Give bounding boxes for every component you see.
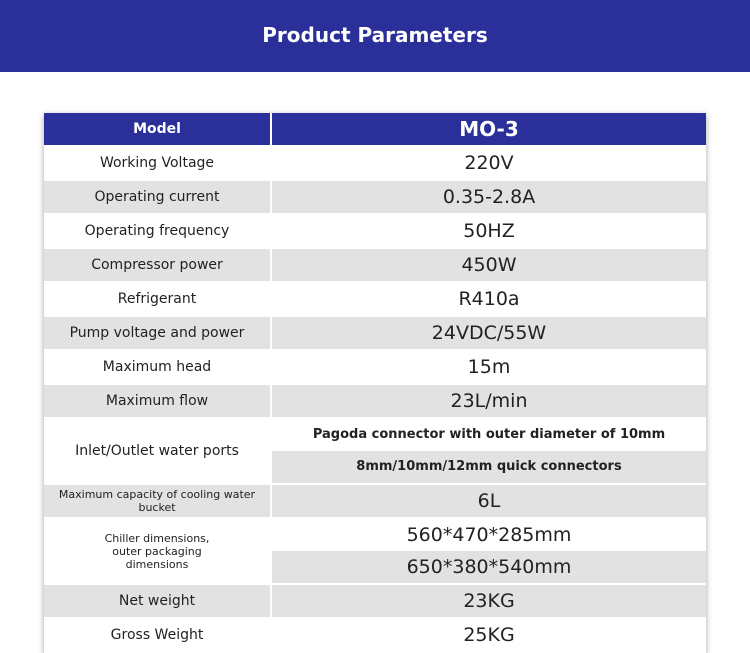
table-row: Maximum flow 23L/min	[44, 385, 706, 419]
row-values: 25KG	[272, 619, 706, 651]
table-row: Maximum head 15m	[44, 351, 706, 385]
label-line: Net weight	[118, 593, 196, 609]
banner	[0, 0, 750, 72]
table-row: Operating current 0.35-2.8A	[44, 181, 706, 215]
header-value-cell: MO-3	[272, 113, 706, 145]
row-label: Maximum capacity of cooling water bucket	[44, 485, 272, 517]
label-line: Operating current	[94, 189, 220, 205]
row-value: 23KG	[272, 585, 706, 617]
row-values: 6L	[272, 485, 706, 517]
table-row: Inlet/Outlet water ports Pagoda connector…	[44, 419, 706, 485]
row-values: 560*470*285mm 650*380*540mm	[272, 519, 706, 583]
header-label: Model	[44, 113, 272, 145]
label-line: dimensions	[125, 557, 189, 571]
row-values: 0.35-2.8A	[272, 181, 706, 213]
row-label: Operating frequency	[44, 215, 272, 247]
row-label: Net weight	[44, 585, 272, 617]
row-value: 220V	[272, 147, 706, 179]
row-value: 25KG	[272, 619, 706, 651]
table-row: Chiller dimensions, outer packaging dimens…	[44, 519, 706, 585]
row-values: 450W	[272, 249, 706, 281]
label-line: Maximum flow	[105, 393, 209, 409]
row-values: Pagoda connector with outer diameter of …	[272, 419, 706, 483]
header-value: MO-3	[272, 113, 706, 145]
header-row: Model MO-3	[44, 113, 706, 147]
row-values: 23KG	[272, 585, 706, 617]
row-values: 23L/min	[272, 385, 706, 417]
row-label: Compressor power	[44, 249, 272, 281]
label-line: Maximum head	[102, 359, 212, 375]
label-line: Pump voltage and power	[69, 325, 245, 341]
row-label: Chiller dimensions, outer packaging dimens…	[44, 519, 272, 583]
label-line: Chiller dimensions,	[104, 531, 210, 545]
table-row: Net weight 23KG	[44, 585, 706, 619]
table-row: Operating frequency 50HZ	[44, 215, 706, 249]
row-label: Gross Weight	[44, 619, 272, 651]
row-label: Working Voltage	[44, 147, 272, 179]
row-value: 50HZ	[272, 215, 706, 247]
row-value: 0.35-2.8A	[272, 181, 706, 213]
label-line: Compressor power	[91, 257, 223, 273]
row-value: Pagoda connector with outer diameter of …	[272, 419, 706, 451]
row-value: 15m	[272, 351, 706, 383]
row-values: 220V	[272, 147, 706, 179]
row-values: R410a	[272, 283, 706, 315]
label-line: Gross Weight	[110, 627, 204, 643]
row-values: 24VDC/55W	[272, 317, 706, 349]
row-value: 560*470*285mm	[272, 519, 706, 551]
row-label: Refrigerant	[44, 283, 272, 315]
table-row: Compressor power 450W	[44, 249, 706, 283]
label-line: Working Voltage	[99, 155, 215, 171]
row-value: 450W	[272, 249, 706, 281]
label-line: Operating frequency	[84, 223, 230, 239]
table-row: Working Voltage 220V	[44, 147, 706, 181]
table-row: Refrigerant R410a	[44, 283, 706, 317]
row-label: Inlet/Outlet water ports	[44, 419, 272, 483]
label-line: Refrigerant	[117, 291, 197, 307]
table-row: Pump voltage and power 24VDC/55W	[44, 317, 706, 351]
row-label: Maximum head	[44, 351, 272, 383]
label-line: Maximum capacity of cooling water bucket	[58, 488, 256, 514]
row-value: 23L/min	[272, 385, 706, 417]
row-values: 50HZ	[272, 215, 706, 247]
row-label: Pump voltage and power	[44, 317, 272, 349]
row-value: 24VDC/55W	[272, 317, 706, 349]
row-label: Maximum flow	[44, 385, 272, 417]
row-values: 15m	[272, 351, 706, 383]
row-value: 6L	[272, 485, 706, 517]
parameter-table: Model MO-3 Working Voltage 220V Operating …	[44, 113, 706, 653]
row-value: 8mm/10mm/12mm quick connectors	[272, 451, 706, 483]
label-line: Inlet/Outlet water ports	[75, 443, 239, 459]
row-value: 650*380*540mm	[272, 551, 706, 583]
label-line: outer packaging	[112, 544, 202, 558]
row-value: R410a	[272, 283, 706, 315]
row-label: Operating current	[44, 181, 272, 213]
table-row: Maximum capacity of cooling water bucket…	[44, 485, 706, 519]
page-title: Product Parameters	[262, 23, 488, 47]
